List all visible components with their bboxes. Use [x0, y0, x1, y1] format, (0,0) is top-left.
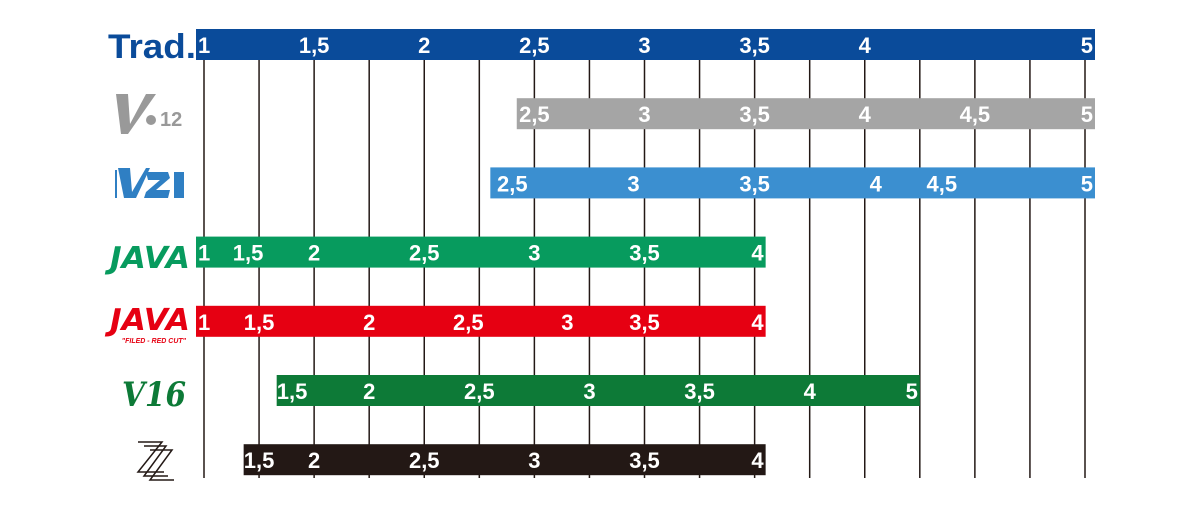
- bar-row: 1 1,5 2 2,5 3 3,5 4: [196, 305, 766, 337]
- row-label-trad: Trad.: [108, 28, 196, 66]
- bar-tick-label: 2,5: [409, 448, 440, 473]
- bar-tick-label: 2: [363, 379, 375, 404]
- svg-text:JAVA: JAVA: [105, 303, 190, 338]
- bar-tick-label: 1: [198, 241, 210, 266]
- bar-tick-label: 3,5: [629, 241, 660, 266]
- bar-tick-label: 1,5: [233, 241, 264, 266]
- bar-row: 2,5 3 3,5 4 4,5 5: [516, 98, 1095, 130]
- bar-tick-label: 3: [638, 33, 650, 58]
- bar-tick-label: 3: [528, 448, 540, 473]
- v21-logo: [115, 168, 184, 198]
- bar-tick-label: 4: [859, 33, 872, 58]
- bar-tick-label: 3,5: [684, 379, 715, 404]
- bar-tick-label: 2,5: [519, 33, 550, 58]
- row-labels: Trad. 12 JAVA JAVA "FILED - RED CUT" V16: [105, 28, 196, 481]
- bar-tick-label: 3,5: [629, 310, 660, 335]
- svg-text:V16: V16: [122, 375, 186, 415]
- bar-tick-label: 3: [561, 310, 573, 335]
- bar-tick-label: 4: [804, 379, 817, 404]
- bar-tick-label: 5: [1081, 33, 1093, 58]
- v16-logo: V16: [122, 375, 186, 415]
- svg-text:12: 12: [160, 109, 182, 131]
- bar-tick-label: 3,5: [739, 171, 770, 196]
- bar-tick-label: 1: [198, 33, 210, 58]
- bar-tick-label: 1,5: [244, 310, 275, 335]
- bar: [516, 98, 1095, 130]
- bar-tick-label: 2,5: [464, 379, 495, 404]
- svg-text:JAVA: JAVA: [105, 241, 190, 276]
- v12-logo: 12: [116, 94, 182, 134]
- bar-row: 1 1,5 2 2,5 3 3,5 4 5: [196, 29, 1095, 60]
- bar: [490, 167, 1095, 199]
- bar: [243, 444, 766, 476]
- bar-tick-label: 1,5: [277, 379, 308, 404]
- bar-tick-label: 2,5: [453, 310, 484, 335]
- bar-tick-label: 4: [870, 171, 883, 196]
- bar-tick-label: 3: [638, 102, 650, 127]
- bar: [196, 305, 766, 337]
- bar-tick-label: 3,5: [739, 102, 770, 127]
- bar-tick-label: 2,5: [409, 241, 440, 266]
- svg-text:"FILED - RED CUT": "FILED - RED CUT": [122, 338, 187, 345]
- bar-tick-label: 2,5: [519, 102, 550, 127]
- bar-tick-label: 4,5: [960, 102, 991, 127]
- bar-tick-label: 2: [308, 448, 320, 473]
- bar-tick-label: 2: [363, 310, 375, 335]
- java-logo: JAVA: [105, 241, 190, 276]
- bar-tick-label: 1: [198, 310, 210, 335]
- bar-row: 1,5 2 2,5 3 3,5 4: [243, 444, 766, 476]
- bar-tick-label: 3: [528, 241, 540, 266]
- bar-tick-label: 2: [308, 241, 320, 266]
- zz-logo: [136, 441, 174, 481]
- bar-tick-label: 5: [1081, 102, 1093, 127]
- bar-tick-label: 1,5: [244, 448, 275, 473]
- bar-row: 1 1,5 2 2,5 3 3,5 4: [196, 236, 766, 268]
- bar-tick-label: 4: [859, 102, 872, 127]
- bar-tick-label: 4,5: [927, 171, 958, 196]
- bar-tick-label: 5: [1081, 171, 1093, 196]
- bar-tick-label: 3: [583, 379, 595, 404]
- bar-tick-label: 5: [906, 379, 918, 404]
- bar-tick-label: 1,5: [299, 33, 330, 58]
- bar-tick-label: 2,5: [497, 171, 528, 196]
- bar: [196, 29, 1095, 60]
- java-red-cut-logo: JAVA "FILED - RED CUT": [105, 303, 190, 345]
- bar: [196, 236, 766, 268]
- bar-tick-label: 3,5: [629, 448, 660, 473]
- bar-tick-label: 2: [418, 33, 430, 58]
- bar-tick-label: 4: [751, 241, 764, 266]
- bar-row: 1,5 2 2,5 3 3,5 4 5: [276, 375, 920, 406]
- bar-tick-label: 4: [751, 310, 764, 335]
- bar-tick-label: 4: [751, 448, 764, 473]
- bar: [276, 375, 920, 406]
- bars: 1 1,5 2 2,5 3 3,5 4 52,5 3 3,5 4 4,5 52,5 3 3,5 4 4,5 51 1…: [196, 29, 1095, 476]
- bar-row: 2,5 3 3,5 4 4,5 5: [490, 167, 1095, 199]
- bar-tick-label: 3,5: [739, 33, 770, 58]
- bar-tick-label: 3: [627, 171, 639, 196]
